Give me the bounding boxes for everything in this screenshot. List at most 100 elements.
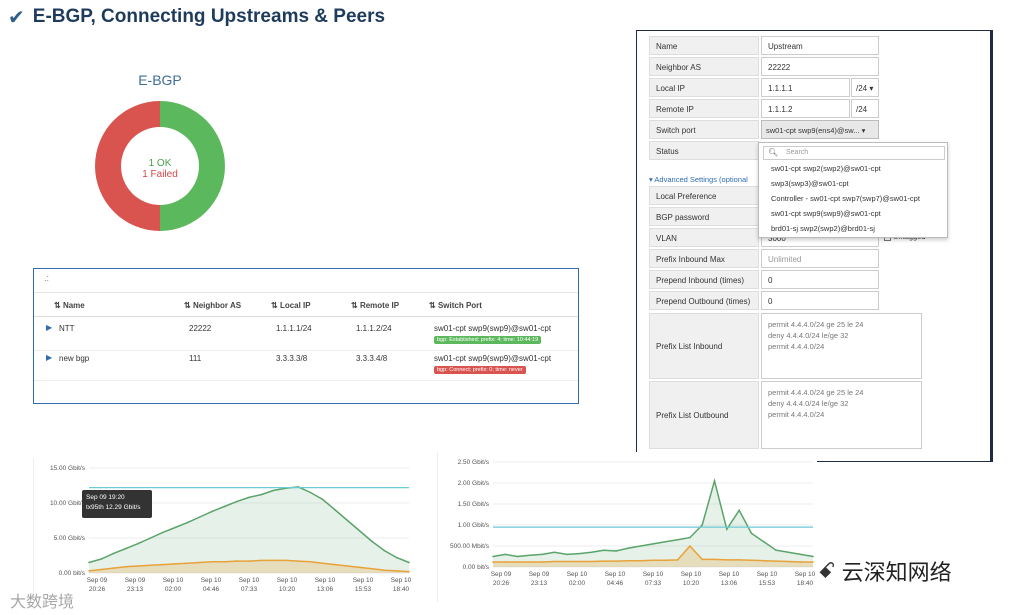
x-tick-label: Sep 10 — [277, 577, 298, 584]
data-point-traffic — [701, 524, 704, 526]
data-point-traffic — [260, 493, 263, 496]
data-point-baseline — [186, 562, 189, 564]
data-point-traffic — [149, 537, 152, 539]
local-ip-input[interactable]: 1.1.1.1 — [761, 78, 850, 97]
traffic-chart-2: 2.50 Gbit/s 2.00 Gbit/s 1.50 Gbit/s 1.00 Gb… — [437, 452, 817, 602]
data-point-traffic — [248, 496, 250, 499]
prepend-inbound-input[interactable]: 0 — [761, 270, 879, 289]
x-tick-label: 04:46 — [607, 580, 624, 587]
col-remote-ip[interactable]: ⇅ Remote IP — [351, 301, 400, 310]
peer-local-ip: 1.1.1.1/24 — [276, 324, 312, 333]
donut-ok-slice[interactable] — [160, 101, 225, 231]
data-point-baseline — [713, 558, 716, 561]
y-tick-label: 15.00 Gbit/s — [50, 465, 86, 472]
switch-port-select[interactable]: sw01-cpt swp9(ens4)@sw... ▾ — [761, 120, 879, 139]
dropdown-option[interactable]: swp3(swp3)@sw01-cpt — [771, 179, 849, 188]
dropdown-option[interactable]: sw01-cpt swp9(swp9)@sw01-cpt — [771, 209, 881, 218]
x-tick-label: 18:40 — [797, 580, 814, 587]
peer-remote-ip: 3.3.3.4/8 — [356, 354, 388, 363]
data-point-traffic — [627, 547, 630, 549]
y-tick-label: 2.50 Gbit/s — [458, 459, 490, 466]
data-point-baseline — [211, 561, 213, 563]
prefix-list-outbound-textarea[interactable]: permit 4.4.4.0/24 ge 25 le 24 deny 4.4.4… — [761, 381, 922, 449]
col-name[interactable]: ⇅ Name — [54, 301, 85, 310]
expand-caret-icon[interactable]: ▶ — [46, 323, 53, 332]
dropdown-option[interactable]: brd01-sj swp2(swp2)@brd01-sj — [771, 224, 875, 233]
y-tick-label: 1.50 Gbit/s — [458, 501, 490, 508]
x-tick-label: 13:06 — [721, 580, 738, 587]
col-local-ip[interactable]: ⇅ Local IP — [271, 301, 311, 310]
data-point-baseline — [738, 559, 740, 561]
x-tick-label: Sep 10 — [795, 571, 816, 578]
dropdown-search[interactable]: 🔍︎ Search — [763, 146, 945, 160]
status-label: Status — [649, 141, 759, 160]
bgp-password-label: BGP password — [649, 207, 759, 226]
x-tick-label: 15:53 — [355, 586, 372, 593]
data-point-traffic — [88, 561, 90, 564]
peer-name: NTT — [59, 324, 75, 333]
remote-ip-input[interactable]: 1.1.1.2 — [761, 99, 850, 118]
x-tick-label: Sep 10 — [719, 571, 740, 578]
x-tick-label: 23:13 — [531, 580, 548, 587]
neighbor-as-input[interactable]: 22222 — [761, 57, 879, 76]
local-pref-label: Local Preference — [649, 186, 759, 205]
prefix-list-inbound-textarea[interactable]: permit 4.4.4.0/24 ge 25 le 24 deny 4.4.4… — [761, 313, 922, 379]
local-ip-mask-select[interactable]: /24 ▾ — [851, 78, 879, 97]
dropdown-option[interactable]: Controller - sw01-cpt swp7(swp7)@sw01-cp… — [771, 194, 920, 203]
col-switch-port[interactable]: ⇅ Switch Port — [429, 301, 482, 310]
data-point-baseline — [775, 560, 777, 562]
data-point-traffic — [602, 549, 605, 551]
data-point-baseline — [615, 560, 617, 562]
prefix-inbound-max-input[interactable]: Unlimited — [761, 249, 879, 268]
data-point-baseline — [297, 560, 300, 562]
data-point-baseline — [541, 561, 544, 563]
donut-failed-slice[interactable] — [95, 101, 160, 231]
y-tick-label: 1.00 Gbit/s — [458, 522, 490, 529]
data-point-traffic — [652, 543, 654, 545]
x-tick-label: Sep 09 — [491, 571, 512, 578]
table-row[interactable]: ▶ new bgp 111 3.3.3.3/8 3.3.3.4/8 sw01-c… — [34, 351, 578, 381]
series-area-baseline — [89, 560, 409, 573]
data-point-baseline — [149, 564, 152, 567]
data-point-traffic — [334, 509, 336, 511]
peer-neighbor-as: 22222 — [189, 324, 212, 333]
slide-title: ✔ E-BGP, Connecting Upstreams & Peers — [8, 4, 385, 30]
name-input[interactable]: Upstream — [761, 36, 879, 55]
x-tick-label: Sep 10 — [201, 577, 222, 584]
prepend-inbound-label: Prepend Inbound (times) — [649, 270, 759, 289]
form-row-prefix-list-inbound: Prefix List Inbound permit 4.4.4.0/24 ge… — [649, 313, 977, 379]
dropdown-option[interactable]: sw01-cpt swp2(swp2)@sw01-cpt — [771, 164, 881, 173]
series-area-traffic — [89, 486, 409, 573]
prepend-outbound-label: Prepend Outbound (times) — [649, 291, 759, 310]
col-neighbor-as[interactable]: ⇅ Neighbor AS — [184, 301, 242, 310]
x-tick-label: Sep 10 — [391, 577, 412, 584]
peer-table: .: ⇅ Name ⇅ Neighbor AS ⇅ Local IP ⇅ Rem… — [33, 268, 579, 404]
advanced-settings-toggle[interactable]: ▾ Advanced Settings (optional — [649, 175, 748, 184]
tooltip-date: Sep 09 19:20 — [86, 494, 125, 501]
data-point-baseline — [346, 565, 349, 567]
data-point-traffic — [799, 553, 802, 556]
data-point-traffic — [309, 491, 312, 494]
data-point-baseline — [285, 559, 287, 562]
data-point-baseline — [750, 559, 753, 562]
data-point-baseline — [762, 559, 765, 562]
data-point-traffic — [578, 552, 580, 555]
data-point-baseline — [590, 560, 593, 563]
data-point-traffic — [775, 549, 777, 551]
x-tick-label: 15:53 — [759, 580, 776, 587]
table-header: ⇅ Name ⇅ Neighbor AS ⇅ Local IP ⇅ Remote… — [34, 295, 578, 317]
data-point-baseline — [112, 567, 115, 569]
data-point-baseline — [492, 561, 494, 563]
data-point-traffic — [750, 532, 753, 535]
y-tick-label: 5.00 Gbit/s — [54, 535, 86, 542]
neighbor-as-label: Neighbor AS — [649, 57, 759, 76]
x-tick-label: Sep 09 — [87, 577, 108, 584]
data-point-traffic — [395, 556, 398, 559]
switch-port-label: Switch port — [649, 120, 759, 139]
data-point-baseline — [358, 566, 361, 569]
expand-caret-icon[interactable]: ▶ — [46, 353, 53, 362]
table-row[interactable]: ▶ NTT 22222 1.1.1.1/24 1.1.1.2/24 sw01-c… — [34, 321, 578, 351]
prepend-outbound-input[interactable]: 0 — [761, 291, 879, 310]
data-point-traffic — [762, 541, 765, 543]
data-point-traffic — [198, 516, 201, 518]
